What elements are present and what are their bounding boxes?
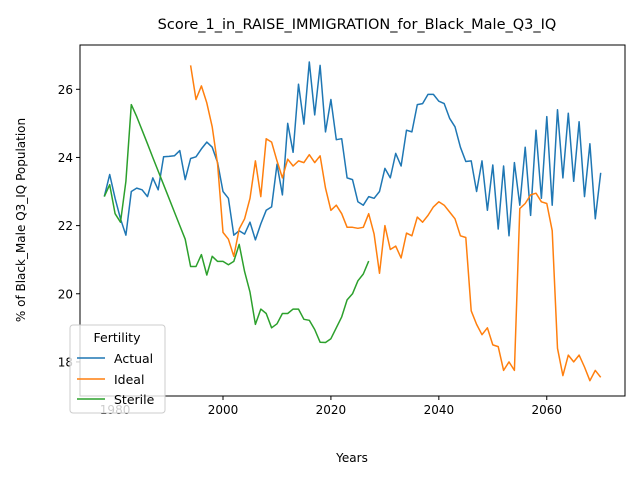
series-line-ideal bbox=[189, 65, 602, 382]
series-line-actual bbox=[103, 61, 602, 241]
x-tick-label-2020: 2020 bbox=[316, 403, 347, 417]
x-tick-label-2000: 2000 bbox=[208, 403, 239, 417]
y-tick-label-24: 24 bbox=[58, 151, 73, 165]
legend-label-sterile: Sterile bbox=[114, 392, 155, 407]
y-tick-label-20: 20 bbox=[58, 287, 73, 301]
legend: Fertility Actual Ideal Sterile bbox=[69, 324, 166, 414]
legend-box bbox=[69, 324, 166, 414]
legend-label-ideal: Ideal bbox=[114, 372, 144, 387]
legend-title: Fertility bbox=[94, 330, 142, 345]
plot-area bbox=[79, 44, 626, 397]
legend-label-actual: Actual bbox=[114, 351, 153, 366]
chart-title: Score_1_in_RAISE_IMMIGRATION_for_Black_M… bbox=[158, 17, 557, 33]
y-axis-label: % of Black_Male Q3_IQ Population bbox=[14, 118, 28, 322]
series-line-sterile bbox=[103, 103, 370, 344]
series-layer bbox=[103, 61, 602, 382]
y-axis: 18 20 22 24 26 bbox=[58, 83, 80, 369]
y-tick-label-22: 22 bbox=[58, 219, 73, 233]
plot-frame bbox=[79, 44, 626, 397]
x-tick-label-2040: 2040 bbox=[424, 403, 455, 417]
x-axis: 19802000202020402060 bbox=[100, 396, 562, 417]
x-tick-label-2060: 2060 bbox=[531, 403, 562, 417]
y-tick-label-26: 26 bbox=[58, 83, 73, 97]
y-tick-label-18: 18 bbox=[58, 355, 73, 369]
x-axis-label: Years bbox=[335, 451, 368, 465]
